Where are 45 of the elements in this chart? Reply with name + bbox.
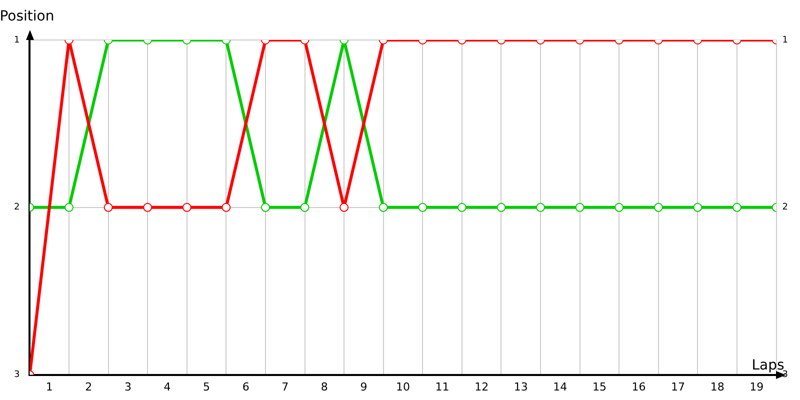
y2-tick-label: 3: [782, 370, 788, 380]
point: [143, 202, 152, 212]
x-tick-label: 12: [474, 380, 489, 394]
point: [496, 202, 506, 212]
x-tick-label: 7: [282, 380, 289, 394]
x-tick-label: 11: [435, 380, 450, 394]
x-tick-label: 3: [124, 380, 132, 394]
point: [575, 202, 584, 212]
point: [536, 202, 546, 212]
x-tick-label: 15: [592, 380, 606, 394]
y-tick-label: 3: [14, 370, 20, 380]
x-tick-label: 19: [750, 380, 764, 394]
point: [614, 202, 624, 212]
point: [104, 202, 113, 212]
y-axis-title: Position: [0, 8, 54, 25]
point: [340, 202, 349, 212]
point: [260, 202, 270, 212]
point: [64, 202, 74, 212]
x-tick-label: 8: [320, 380, 328, 394]
x-tick-label: 9: [360, 380, 368, 394]
point: [418, 202, 428, 212]
x-tick-label: 5: [203, 380, 210, 394]
x-tick-label: 1: [46, 380, 53, 394]
point: [654, 202, 663, 212]
point: [693, 202, 702, 212]
x-tick-label: 4: [164, 380, 171, 394]
x-tick-label: 6: [242, 380, 250, 394]
point: [378, 202, 388, 212]
x-tick-label: 18: [710, 380, 724, 394]
point: [222, 202, 231, 212]
point: [457, 202, 466, 212]
point: [300, 202, 310, 212]
y2-tick-label: 1: [782, 35, 788, 46]
point: [182, 202, 192, 212]
x-tick-label: 16: [632, 380, 646, 394]
y2-tick-label: 2: [782, 202, 788, 213]
x-tick-label: 2: [85, 380, 92, 394]
point: [732, 202, 742, 212]
x-tick-label: 13: [514, 380, 528, 394]
x-tick-label: 17: [671, 380, 686, 394]
x-axis-title: Laps: [752, 357, 784, 374]
y-tick-label: 1: [14, 35, 20, 46]
y-tick-label: 2: [14, 202, 20, 213]
x-tick-label: 10: [396, 380, 410, 394]
x-tick-label: 14: [553, 380, 568, 394]
